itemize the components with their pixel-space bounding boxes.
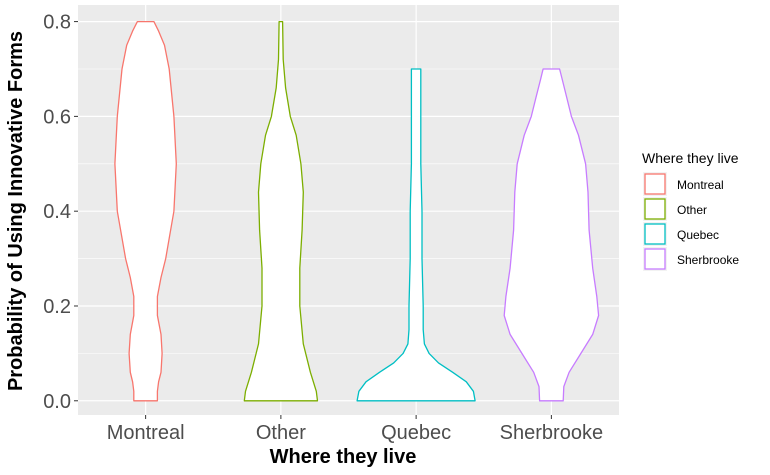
violin-sherbrooke — [503, 68, 600, 402]
legend-title: Where they live — [642, 150, 739, 166]
y-tick-label: 0.8 — [43, 12, 71, 34]
violin-quebec — [356, 68, 476, 402]
y-tick-label: 0.6 — [43, 106, 71, 128]
x-tick-label: Montreal — [107, 422, 185, 444]
x-tick-label: Other — [256, 422, 306, 444]
violin-montreal — [114, 20, 177, 402]
axes: 0.0 0.2 0.4 0.6 0.8 Montreal Other Quebec Sherbr… — [43, 12, 603, 444]
legend-label: Other — [677, 203, 707, 217]
violins — [114, 20, 600, 402]
legend-key-sherbrooke — [644, 248, 666, 270]
y-tick-label: 0.0 — [43, 391, 71, 413]
legend: Where they live Montreal Other Quebec Sherb… — [642, 150, 739, 271]
legend-label: Sherbrooke — [677, 253, 739, 267]
x-axis-title: Where they live — [270, 446, 417, 468]
x-tick-label: Sherbrooke — [500, 422, 603, 444]
legend-label: Quebec — [677, 228, 719, 242]
y-tick-label: 0.2 — [43, 296, 71, 318]
x-tick-label: Quebec — [381, 422, 451, 444]
legend-key-other — [644, 198, 666, 220]
y-axis-title: Probability of Using Innovative Forms — [5, 31, 27, 391]
y-tick-label: 0.4 — [43, 201, 71, 223]
legend-key-quebec — [644, 223, 666, 245]
violin-other — [243, 20, 319, 402]
legend-label: Montreal — [677, 178, 724, 192]
legend-key-montreal — [644, 173, 666, 195]
